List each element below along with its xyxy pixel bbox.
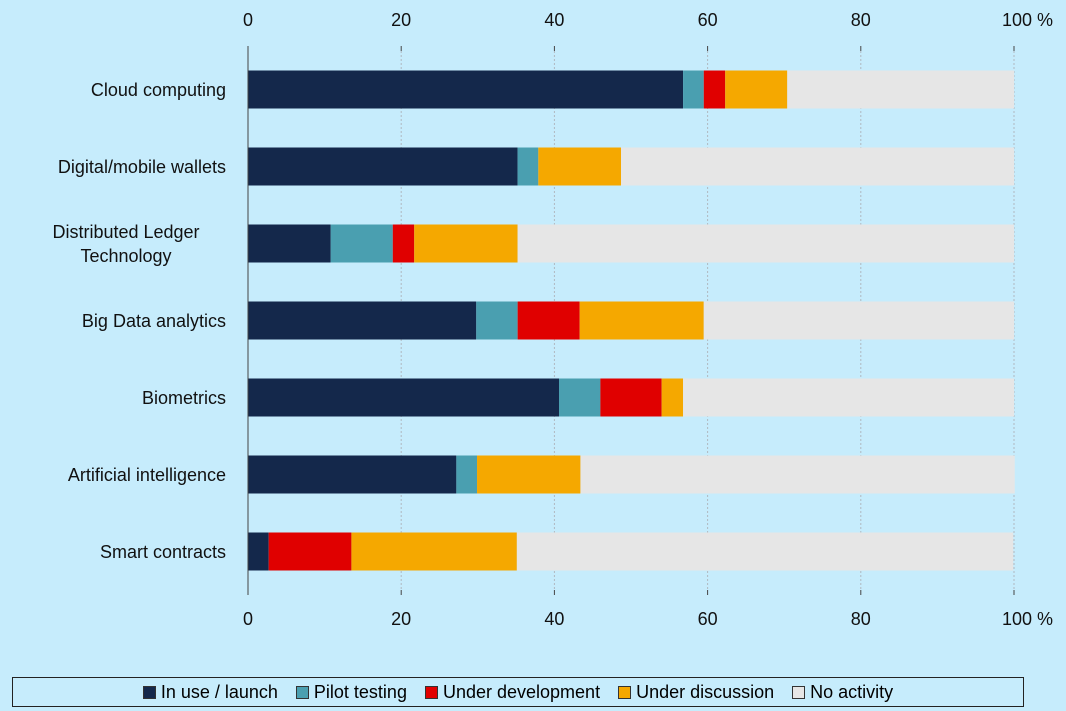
bar-segment <box>600 378 662 417</box>
legend-swatch <box>792 685 806 699</box>
category-label: Biometrics <box>0 386 226 410</box>
category-text: Smart contracts <box>99 541 226 562</box>
category-text: Cloud computing <box>90 79 226 100</box>
bar-segment <box>268 532 352 571</box>
x-tick-label: 40 <box>544 10 564 30</box>
bar-segment <box>248 378 559 417</box>
bar-segment <box>248 224 331 263</box>
bar-segment <box>456 455 478 494</box>
bar-segment <box>579 301 704 340</box>
bar-segment <box>248 70 684 109</box>
bar-segment <box>351 532 517 571</box>
bar-segment <box>725 70 788 109</box>
category-label: Smart contracts <box>0 540 226 564</box>
legend-label: No activity <box>810 681 894 702</box>
legend-item: Pilot testing <box>295 681 407 703</box>
bar-segment <box>558 378 601 417</box>
legend-label: Under discussion <box>636 681 775 702</box>
bar-segment <box>248 301 477 340</box>
x-tick-label: 100 % <box>1002 10 1053 30</box>
x-tick-label: 40 <box>544 609 564 629</box>
bar-segment <box>517 301 580 340</box>
legend-item: No activity <box>792 682 893 703</box>
category-text: Big Data analytics <box>81 310 226 331</box>
legend-item: Under discussion <box>618 682 774 703</box>
category-label: Distributed Ledger Technology <box>0 220 226 268</box>
bar-segment <box>538 147 622 186</box>
bar-segment <box>330 224 393 263</box>
x-tick-label: 20 <box>391 609 411 629</box>
bar-segment <box>683 70 704 109</box>
bar-segment <box>703 301 1014 340</box>
x-tick-label: 60 <box>698 609 718 629</box>
category-label: Big Data analytics <box>0 309 226 333</box>
legend-item: In use / launch <box>142 681 278 703</box>
category-text: Biometrics <box>141 387 226 408</box>
bar-segment <box>580 455 1015 494</box>
x-tick-label: 80 <box>851 609 871 629</box>
bar-segment <box>703 70 726 109</box>
x-tick-label: 80 <box>851 10 871 30</box>
bar-segment <box>248 455 457 494</box>
bar-segment <box>661 378 684 417</box>
bar-segment <box>414 224 518 263</box>
bar-segment <box>476 301 518 340</box>
bar-segment <box>477 455 581 494</box>
legend-label: Under development <box>442 681 601 702</box>
bar-segment <box>621 147 1014 186</box>
bar-segment <box>517 224 1014 263</box>
bar-segment <box>248 532 269 571</box>
legend-swatch <box>618 685 632 699</box>
bar-segment <box>392 224 415 263</box>
legend-label: In use / launch <box>160 681 278 702</box>
category-text: Distributed Ledger Technology <box>52 221 200 266</box>
bar-segment <box>683 378 1014 417</box>
x-tick-label: 0 <box>243 10 253 30</box>
category-label: Artificial intelligence <box>0 463 226 487</box>
x-tick-label: 60 <box>698 10 718 30</box>
category-text: Artificial intelligence <box>67 464 226 485</box>
legend-swatch <box>142 685 156 699</box>
category-label: Cloud computing <box>0 78 226 102</box>
category-label: Digital/mobile wallets <box>0 155 226 179</box>
legend: In use / launch Pilot testing Under develo… <box>12 677 1024 707</box>
legend-item: Under development <box>424 681 601 703</box>
x-tick-label: 0 <box>243 609 253 629</box>
legend-swatch <box>295 685 309 699</box>
bar-segment <box>248 147 518 186</box>
legend-swatch <box>424 685 438 699</box>
bar-segment <box>516 532 1014 571</box>
x-tick-label: 20 <box>391 10 411 30</box>
legend-label: Pilot testing <box>313 681 407 702</box>
bar-segment <box>517 147 539 186</box>
x-tick-label: 100 % <box>1002 609 1053 629</box>
category-text: Digital/mobile wallets <box>57 156 226 177</box>
bar-segment <box>787 70 1014 109</box>
